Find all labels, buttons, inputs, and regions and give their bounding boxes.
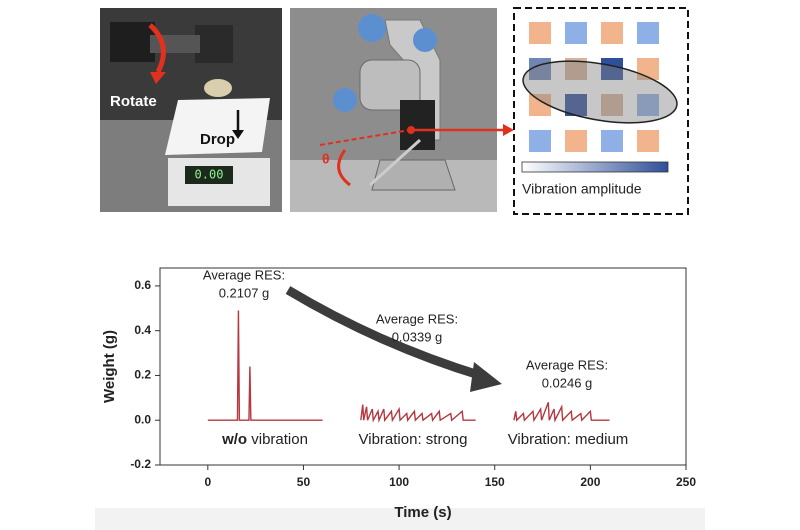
annotation: 0.2107 g xyxy=(219,285,270,300)
chart: -0.2 0.0 0.2 0.4 0.6 0 50 100 150 200 250 Time (s) W… xyxy=(101,267,696,521)
x-axis-label: Time (s) xyxy=(394,504,451,521)
x-tick-label: 100 xyxy=(389,475,409,489)
x-tick-label: 0 xyxy=(204,475,211,489)
annotation: Average RES: xyxy=(376,311,458,326)
group-label-text: Vibration: medium xyxy=(508,431,629,448)
vibration-grid-panel: Vibration amplitude xyxy=(513,7,689,215)
group-label-text: vibration xyxy=(251,431,308,448)
photo-drop-setup: 0.00 Rotate Drop xyxy=(100,8,282,212)
annotation: 0.0339 g xyxy=(392,329,443,344)
grid-cell xyxy=(565,22,587,44)
group-label-bold: w/o xyxy=(221,431,247,448)
annotation: 0.0246 g xyxy=(542,375,593,390)
y-tick-label: -0.2 xyxy=(130,457,151,471)
x-tick-label: 150 xyxy=(485,475,505,489)
grid-cell xyxy=(601,58,623,80)
grid-cell xyxy=(529,94,551,116)
bottom-band xyxy=(95,508,705,530)
x-tick-label: 200 xyxy=(580,475,600,489)
y-tick-label: 0.2 xyxy=(134,368,151,382)
y-tick-label: 0.6 xyxy=(134,278,151,292)
grid-cell xyxy=(565,130,587,152)
scale-reading: 0.00 xyxy=(195,168,224,182)
grid-cell xyxy=(529,130,551,152)
group-label-text: Vibration: strong xyxy=(359,431,468,448)
highlight-ellipse xyxy=(522,60,678,124)
x-tick-label: 250 xyxy=(676,475,696,489)
group-label: Vibration: medium xyxy=(508,431,629,448)
trend-arrow xyxy=(285,286,484,381)
grid-cell xyxy=(529,22,551,44)
grid-cell xyxy=(601,130,623,152)
y-axis-label: Weight (g) xyxy=(101,330,118,403)
trend-arrow-head xyxy=(470,362,502,392)
rotate-label: Rotate xyxy=(110,93,157,110)
grid-cell xyxy=(565,94,587,116)
grid-cell xyxy=(637,130,659,152)
group-label: w/o vibration xyxy=(221,431,308,448)
angle-label: θ xyxy=(322,151,330,167)
y-tick-label: 0.0 xyxy=(134,412,151,426)
annotation: Average RES: xyxy=(203,267,285,282)
photo-robot-arm: θ xyxy=(290,8,514,212)
annotation: Average RES: xyxy=(526,357,608,372)
grid-cell xyxy=(637,22,659,44)
plot-frame xyxy=(159,267,687,466)
x-tick-label: 50 xyxy=(297,475,311,489)
colorbar-label: Vibration amplitude xyxy=(522,181,642,197)
drop-label: Drop xyxy=(200,131,235,148)
group-label: Vibration: strong xyxy=(359,431,468,448)
y-tick-label: 0.4 xyxy=(134,323,151,337)
grid-cell xyxy=(637,94,659,116)
data-line xyxy=(207,310,610,423)
grid-cell xyxy=(601,94,623,116)
grid-cell xyxy=(565,58,587,80)
grid-cell xyxy=(601,22,623,44)
